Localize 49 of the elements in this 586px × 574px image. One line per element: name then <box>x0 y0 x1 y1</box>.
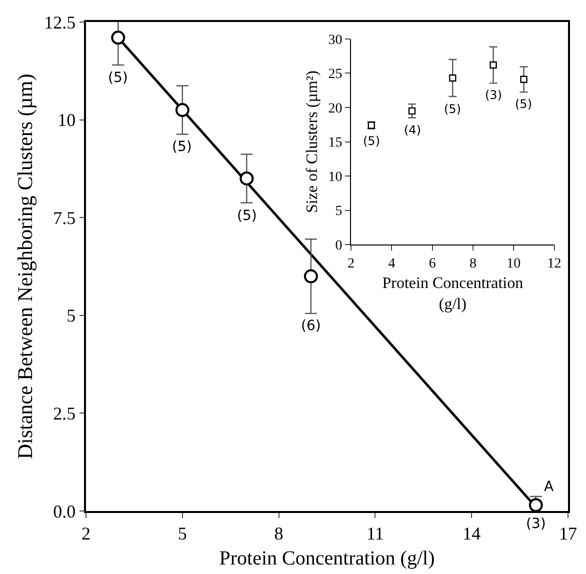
x-tick-label: 6 <box>428 256 436 272</box>
annotation: (5) <box>108 70 128 86</box>
annotation: (6) <box>301 318 321 334</box>
annotation: (5) <box>444 102 461 116</box>
annotation: (3) <box>485 88 502 102</box>
annotation: (4) <box>404 123 421 137</box>
x-tick-label: 17 <box>559 523 577 544</box>
annotation: (3) <box>526 516 546 532</box>
y-axis-title: Distance Between Neighboring Clusters (µm) <box>12 74 37 460</box>
point <box>528 498 543 512</box>
y-tick-label: 2.5 <box>53 404 76 424</box>
y-tick-label: 30 <box>328 32 342 48</box>
y-axis-title: Size of Clusters (µm²) <box>304 70 322 213</box>
annotation: (5) <box>237 208 257 224</box>
y-tick-label: 0.0 <box>53 501 76 522</box>
x-tick-label: 4 <box>388 256 396 272</box>
x-tick-label: 8 <box>274 523 284 544</box>
annotation: (5) <box>172 139 192 155</box>
point <box>490 61 497 69</box>
y-tick-label: 10 <box>328 170 342 185</box>
x-tick-label: 11 <box>366 523 384 544</box>
x-axis-title: Protein Concentration (g/l) <box>219 547 435 570</box>
x-axis-title: Protein Concentration (g/l) <box>382 275 524 313</box>
point <box>111 30 126 45</box>
annotation: (5) <box>515 97 532 111</box>
y-tick-label: 20 <box>328 101 342 116</box>
x-tick-label: 14 <box>462 523 481 544</box>
x-tick-label: 2 <box>348 256 355 272</box>
y-tick-label: 0 <box>335 238 342 254</box>
x-tick-label: 8 <box>469 256 476 272</box>
x-tick-label: 2 <box>82 523 90 544</box>
y-tick-label: 7.5 <box>53 208 76 228</box>
point <box>408 107 416 115</box>
x-tick-label: 10 <box>506 256 521 272</box>
point <box>240 171 254 186</box>
annotation: A <box>544 479 554 495</box>
y-tick-label: 10 <box>58 110 76 130</box>
point <box>520 76 528 83</box>
point <box>175 103 190 118</box>
y-tick-label: 25 <box>328 67 342 82</box>
y-tick-label: 5 <box>66 306 76 326</box>
x-tick-label: 5 <box>178 523 187 544</box>
y-tick-label: 12.5 <box>44 12 76 32</box>
point <box>304 269 318 284</box>
annotation: (5) <box>363 134 380 148</box>
y-tick-label: 15 <box>328 136 342 151</box>
x-tick-label: 12 <box>547 256 562 272</box>
y-tick-label: 5 <box>335 204 342 220</box>
point <box>449 74 456 82</box>
